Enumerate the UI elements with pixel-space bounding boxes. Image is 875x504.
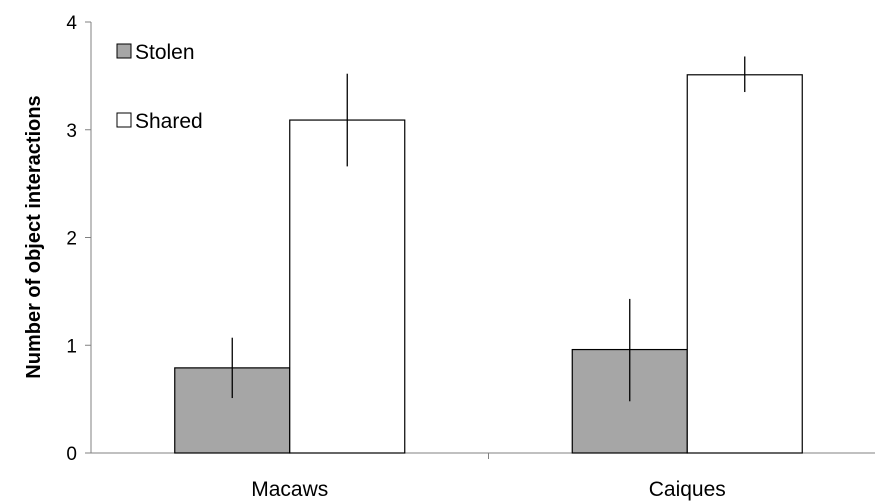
bars xyxy=(174,74,803,454)
y-tick-label: 3 xyxy=(66,121,77,142)
legend-swatch-stolen xyxy=(116,43,132,59)
y-axis: Number of object interactions 0 1 2 3 4 xyxy=(23,13,92,465)
x-tick-label: Caiques xyxy=(649,478,726,501)
y-tick-label: 0 xyxy=(66,444,77,465)
y-tick-label: 4 xyxy=(66,13,77,34)
legend-label-shared: Shared xyxy=(135,110,203,133)
bar-shared-macaws xyxy=(289,119,406,454)
legend: Stolen Shared xyxy=(116,41,203,133)
legend-label-stolen: Stolen xyxy=(135,41,195,64)
error-bars xyxy=(231,56,746,402)
x-axis: Macaws Caiques xyxy=(91,452,875,501)
bar-shared-caiques xyxy=(686,74,803,454)
y-tick-label: 2 xyxy=(66,229,77,250)
y-tick-label: 1 xyxy=(66,336,77,357)
y-axis-label: Number of object interactions xyxy=(23,95,45,378)
x-tick-label: Macaws xyxy=(251,478,328,501)
legend-swatch-shared xyxy=(116,112,132,128)
